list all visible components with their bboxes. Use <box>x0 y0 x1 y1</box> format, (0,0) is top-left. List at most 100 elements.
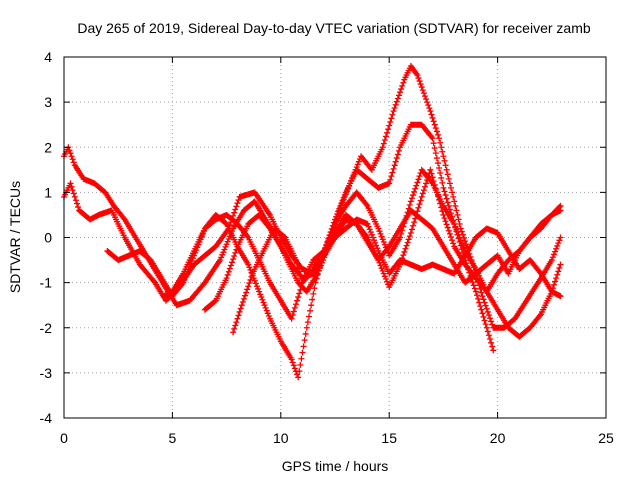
data-point <box>434 160 441 167</box>
data-point <box>288 356 295 363</box>
data-point <box>256 288 263 295</box>
data-point <box>314 271 321 278</box>
data-point <box>262 304 269 311</box>
data-point <box>458 239 465 246</box>
data-point <box>311 285 318 292</box>
data-point <box>291 304 298 311</box>
data-point <box>226 265 233 272</box>
data-point <box>481 299 488 306</box>
data-point <box>553 245 560 252</box>
data-point <box>392 158 399 165</box>
data-point <box>450 240 457 247</box>
data-point <box>296 368 303 375</box>
data-point <box>394 95 401 102</box>
data-point <box>299 349 306 356</box>
data-point <box>550 281 557 288</box>
x-tick-label: 5 <box>169 430 177 446</box>
data-point <box>243 289 250 296</box>
data-point <box>247 266 254 273</box>
data-point <box>399 82 406 89</box>
data-point <box>412 185 419 192</box>
x-tick-label: 10 <box>273 430 289 446</box>
data-point <box>416 173 423 180</box>
data-point <box>387 176 394 183</box>
data-point <box>411 219 418 226</box>
data-point <box>367 229 374 236</box>
data-point <box>342 191 349 198</box>
data-point <box>557 207 564 214</box>
data-point <box>382 133 389 140</box>
data-point <box>437 139 444 146</box>
data-point <box>233 246 240 253</box>
data-point <box>443 166 450 173</box>
data-point <box>433 189 440 196</box>
data-point <box>242 292 249 299</box>
data-point <box>66 147 73 154</box>
data-point <box>453 226 460 233</box>
data-point <box>439 179 446 186</box>
data-point <box>406 233 413 240</box>
data-point <box>487 336 494 343</box>
data-point <box>424 176 431 183</box>
data-point <box>459 242 466 249</box>
data-point <box>372 239 379 246</box>
data-point <box>339 199 346 206</box>
data-point <box>400 79 407 86</box>
data-point <box>554 242 561 249</box>
data-point <box>432 185 439 192</box>
data-point <box>258 294 265 301</box>
data-point <box>230 256 237 263</box>
data-point <box>343 188 350 195</box>
data-point <box>340 196 347 203</box>
data-point <box>420 187 427 194</box>
data-point <box>452 202 459 209</box>
data-point <box>417 197 424 204</box>
data-point <box>407 229 414 236</box>
data-point <box>403 242 410 249</box>
data-points <box>61 63 564 381</box>
data-point <box>443 221 450 228</box>
data-point <box>235 197 242 204</box>
data-point <box>75 204 82 211</box>
data-point <box>399 255 406 262</box>
data-point <box>377 230 384 237</box>
data-point <box>245 283 252 290</box>
data-point <box>381 273 388 280</box>
data-point <box>444 224 451 231</box>
data-point <box>231 253 238 260</box>
data-point <box>231 209 238 216</box>
data-point <box>398 86 405 93</box>
data-point <box>183 271 190 278</box>
y-tick-label: -2 <box>40 320 53 336</box>
data-point <box>554 271 561 278</box>
data-point <box>265 313 272 320</box>
plot-frame <box>63 56 607 419</box>
data-point <box>408 195 415 202</box>
data-point <box>289 359 296 366</box>
data-point <box>437 200 444 207</box>
data-point <box>373 242 380 249</box>
data-point <box>255 285 262 292</box>
data-point <box>222 220 229 227</box>
data-point <box>231 325 238 332</box>
data-point <box>441 215 448 222</box>
data-point <box>366 226 373 233</box>
data-point <box>248 273 255 280</box>
y-tick-label: -3 <box>40 365 53 381</box>
data-point <box>380 239 387 246</box>
data-point <box>295 294 302 301</box>
data-point <box>423 96 430 103</box>
data-point <box>425 173 432 180</box>
data-point <box>454 211 461 218</box>
data-point <box>398 258 405 265</box>
data-point <box>369 234 376 241</box>
data-point <box>397 261 404 268</box>
data-point <box>471 285 478 292</box>
data-point <box>430 178 437 185</box>
data-point <box>436 135 443 142</box>
data-point <box>211 298 218 305</box>
data-point <box>469 279 476 286</box>
data-point <box>444 171 451 178</box>
data-point <box>330 223 337 230</box>
data-point <box>380 140 387 147</box>
